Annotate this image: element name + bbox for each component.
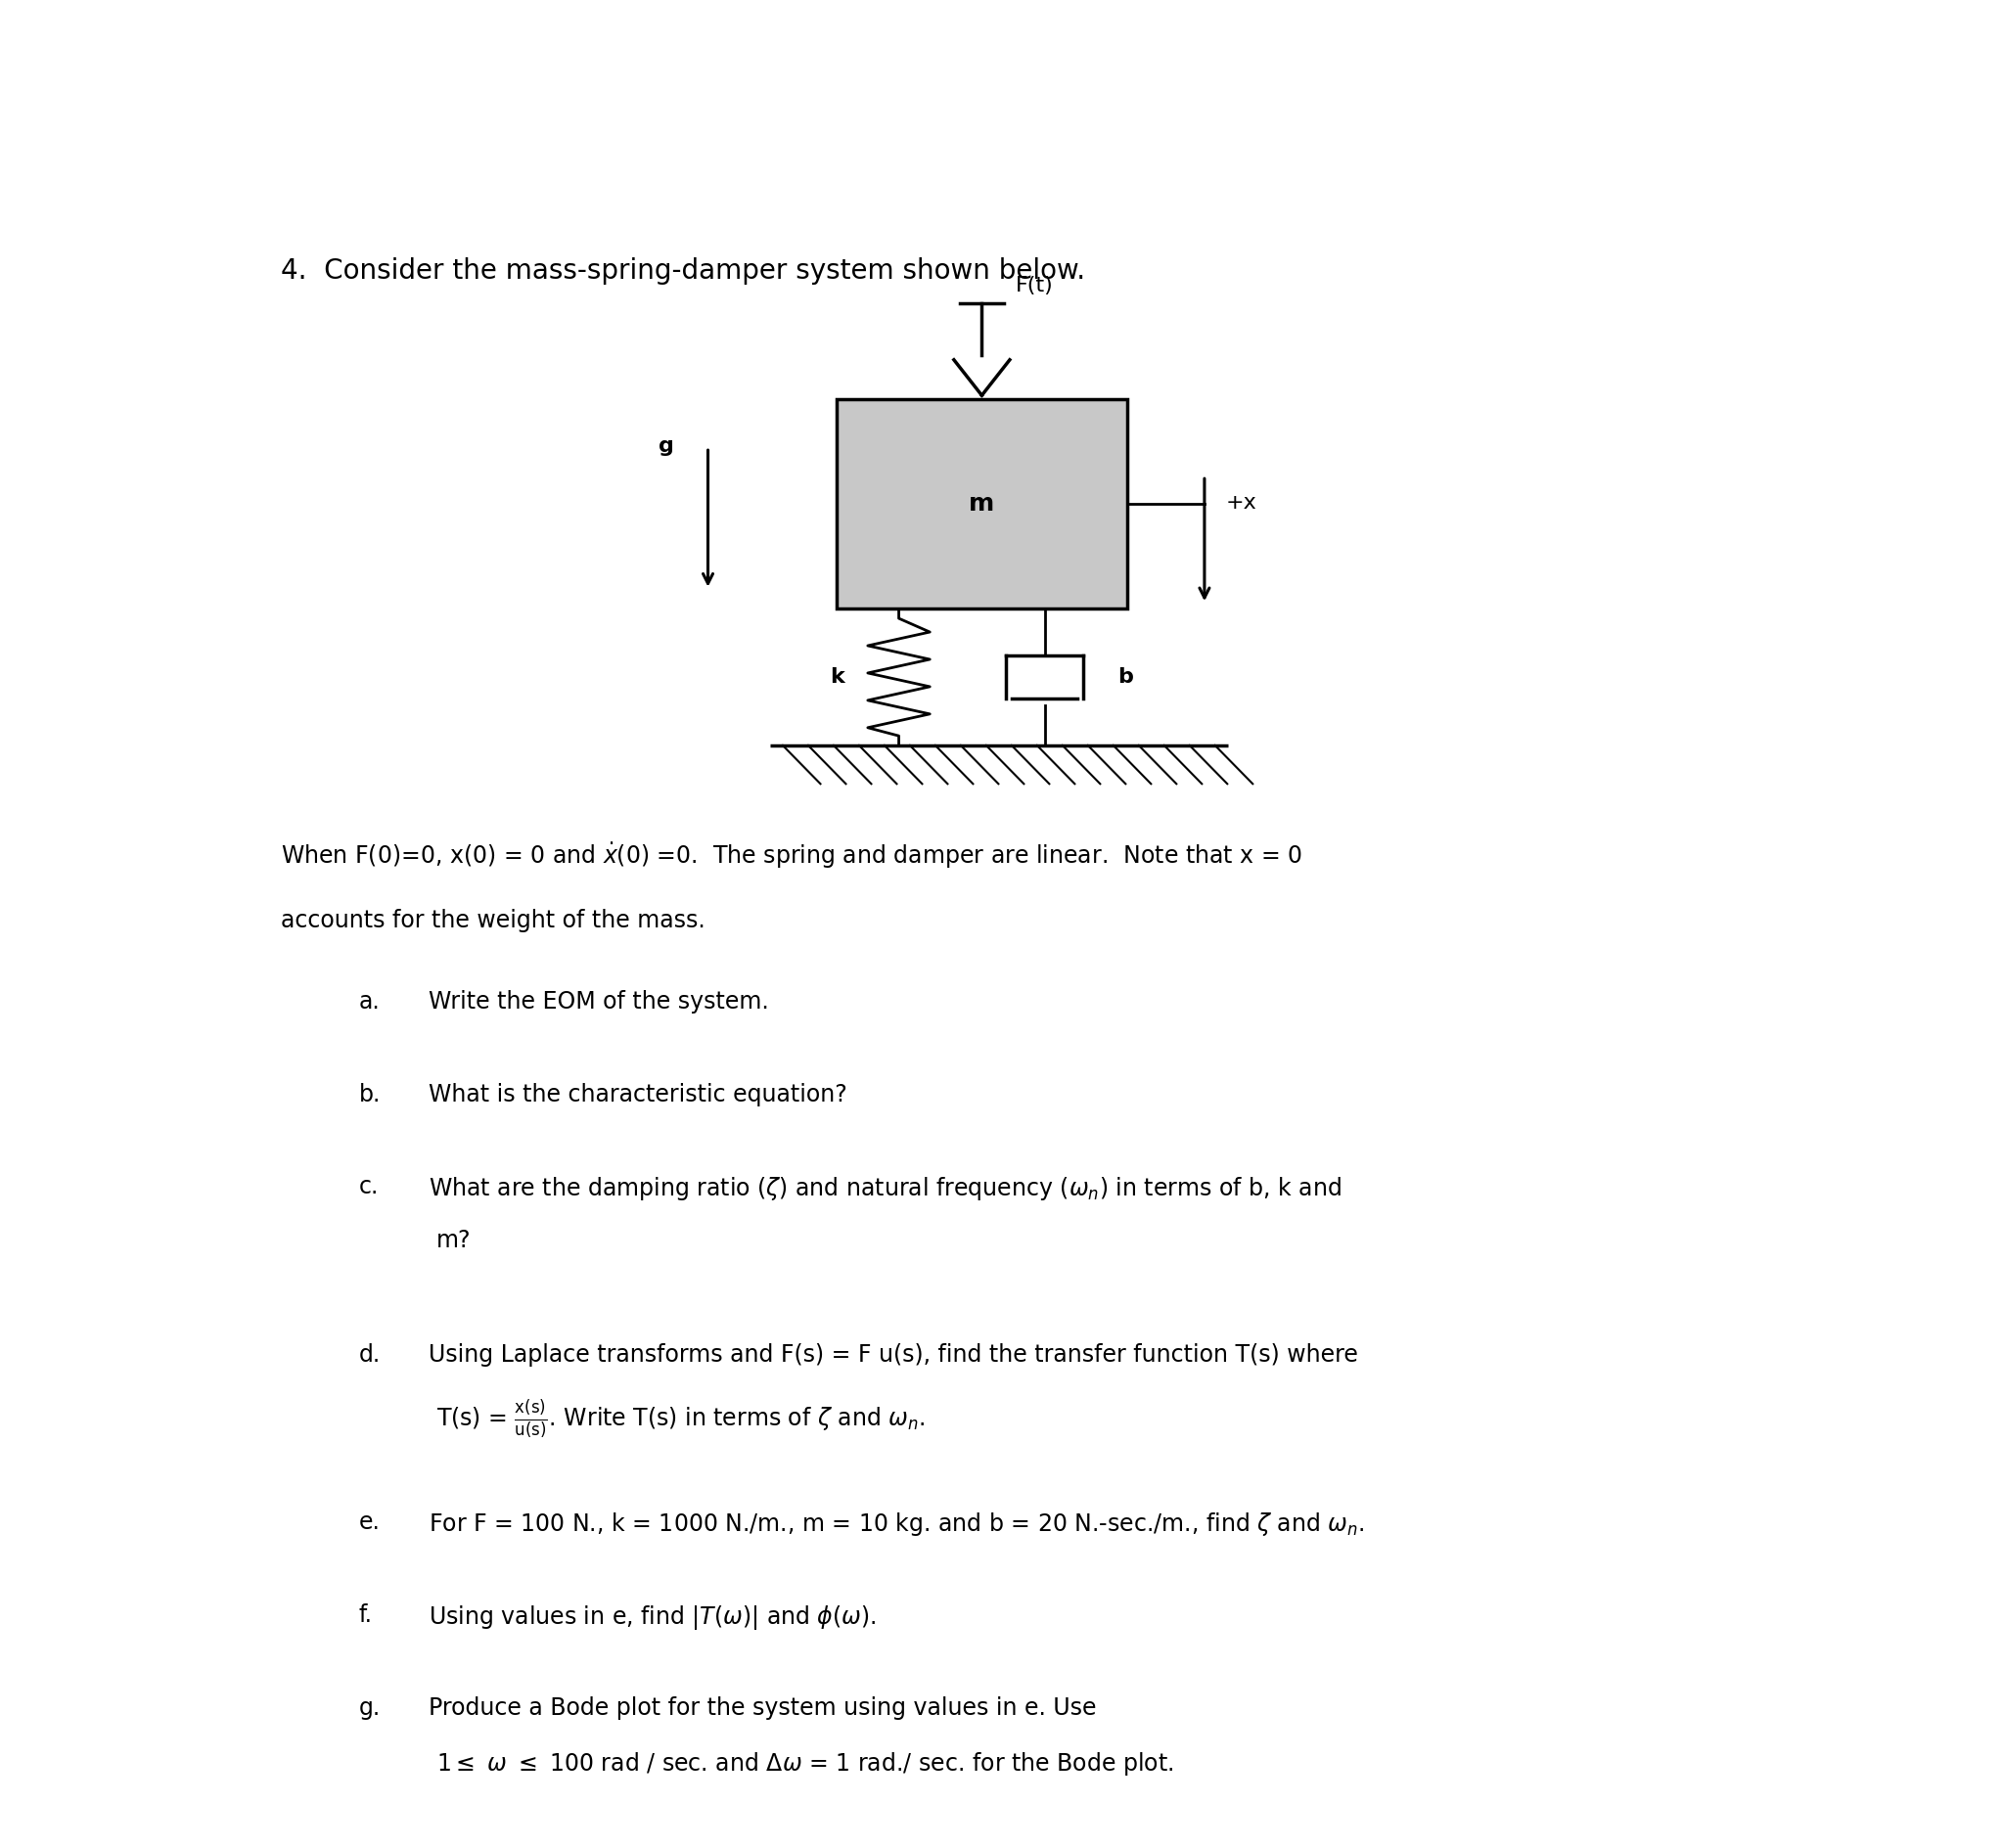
Text: f.: f. xyxy=(358,1604,372,1626)
Text: b.: b. xyxy=(358,1083,380,1107)
Text: What is the characteristic equation?: What is the characteristic equation? xyxy=(428,1083,847,1107)
Text: For F = 100 N., k = 1000 N./m., m = 10 kg. and b = 20 N.-sec./m., find $\zeta$ a: For F = 100 N., k = 1000 N./m., m = 10 k… xyxy=(428,1512,1365,1538)
Text: k: k xyxy=(829,667,845,687)
Text: 1$\leq$ $\omega$ $\leq$ 100 rad / sec. and $\Delta\omega$ = 1 rad./ sec. for the: 1$\leq$ $\omega$ $\leq$ 100 rad / sec. a… xyxy=(436,1750,1173,1778)
Text: accounts for the weight of the mass.: accounts for the weight of the mass. xyxy=(280,909,705,933)
Text: e.: e. xyxy=(358,1512,380,1534)
Text: d.: d. xyxy=(358,1343,380,1366)
Text: m?: m? xyxy=(436,1229,470,1253)
Text: Produce a Bode plot for the system using values in e. Use: Produce a Bode plot for the system using… xyxy=(428,1696,1097,1719)
Text: g: g xyxy=(659,436,675,455)
Text: Write the EOM of the system.: Write the EOM of the system. xyxy=(428,991,769,1015)
Text: +x: +x xyxy=(1225,493,1257,512)
Text: m: m xyxy=(969,492,995,516)
Text: c.: c. xyxy=(358,1175,378,1199)
Text: Using Laplace transforms and F(s) = F u(s), find the transfer function T(s) wher: Using Laplace transforms and F(s) = F u(… xyxy=(428,1343,1357,1366)
Text: Using values in e, find $|T(\omega)|$ and $\phi(\omega)$.: Using values in e, find $|T(\omega)|$ an… xyxy=(428,1604,877,1632)
Text: What are the damping ratio ($\zeta$) and natural frequency ($\omega_n$) in terms: What are the damping ratio ($\zeta$) and… xyxy=(428,1175,1341,1203)
Text: b: b xyxy=(1117,667,1133,687)
Text: 4.  Consider the mass-spring-damper system shown below.: 4. Consider the mass-spring-damper syste… xyxy=(280,257,1085,285)
Text: F(t): F(t) xyxy=(1015,275,1053,296)
Text: g.: g. xyxy=(358,1696,380,1719)
Bar xyxy=(837,399,1127,608)
Text: T(s) = $\frac{\mathregular{x(s)}}{\mathregular{u(s)}}$. Write T(s) in terms of $: T(s) = $\frac{\mathregular{x(s)}}{\mathr… xyxy=(436,1397,925,1440)
Text: When F(0)=0, x(0) = 0 and $\dot{x}$(0) =0.  The spring and damper are linear.  N: When F(0)=0, x(0) = 0 and $\dot{x}$(0) =… xyxy=(280,841,1303,870)
Text: a.: a. xyxy=(358,991,380,1015)
